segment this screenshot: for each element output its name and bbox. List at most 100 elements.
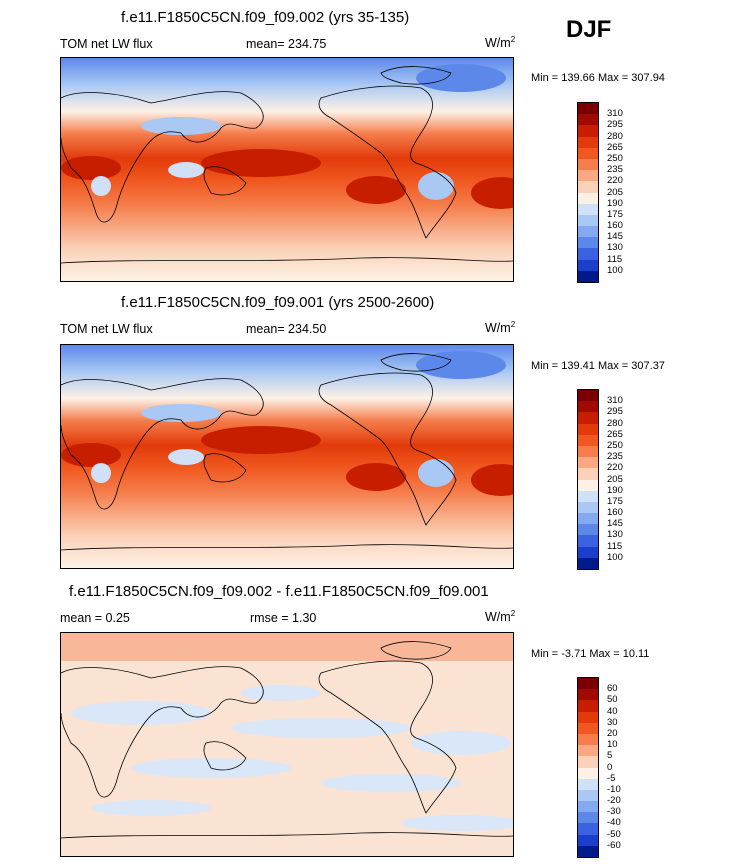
colorbar-tick-label: 60 [607,683,618,695]
colorbar-tick-label: -30 [607,806,621,818]
colorbar-swatch [578,678,598,690]
colorbar-swatch [578,801,598,813]
colorbar-swatch [578,834,598,846]
colorbar-tick-label: 160 [607,220,623,232]
colorbar-swatch [578,248,598,260]
colorbar-swatch [578,203,598,215]
colorbar-tick-label: 130 [607,242,623,254]
colorbar-swatch [578,103,598,115]
colorbar-tick-label: 160 [607,507,623,519]
colorbar-tick-label: 5 [607,750,613,762]
colorbar-tick-label: 50 [607,694,618,706]
colorbar-swatch [578,457,598,469]
colorbar-swatch [578,214,598,227]
panel1-mean-label: mean= 234.75 [246,37,327,51]
colorbar-tick-label: 145 [607,231,623,243]
panel3-colorbar [577,677,599,858]
panel3-mean-label: mean = 0.25 [60,611,130,625]
colorbar-swatch [578,136,598,148]
colorbar-tick-label: -50 [607,828,621,840]
colorbar-tick-label: -60 [607,839,621,851]
colorbar-tick-label: 205 [607,473,623,485]
colorbar-swatch [578,722,598,734]
colorbar-swatch [578,114,598,126]
colorbar-tick-label: 265 [607,428,623,440]
colorbar-swatch [578,812,598,824]
panel3-map [60,632,514,857]
colorbar-swatch [578,423,598,435]
colorbar-tick-label: 265 [607,141,623,153]
colorbar-tick-label: 205 [607,186,623,198]
panel2-mean-label: mean= 234.50 [246,322,327,336]
panel2-colorbar [577,389,599,570]
colorbar-swatch [578,823,598,835]
colorbar-tick-label: 100 [607,264,623,276]
colorbar-tick-label: 175 [607,495,623,507]
colorbar-tick-label: 310 [607,395,623,407]
colorbar-swatch [578,270,598,282]
panel1-map [60,57,514,282]
colorbar-swatch [578,778,598,790]
panel2-title: f.e11.F1850C5CN.f09_f09.001 (yrs 2500-26… [121,294,435,311]
colorbar-swatch [578,412,598,424]
colorbar-swatch [578,767,598,779]
colorbar-tick-label: 250 [607,152,623,164]
colorbar-tick-label: 30 [607,716,618,728]
colorbar-swatch [578,745,598,757]
panel2-variable-label: TOM net LW flux [60,322,153,336]
colorbar-swatch [578,557,598,569]
panel1-variable-label: TOM net LW flux [60,37,153,51]
colorbar-swatch [578,390,598,402]
panel3-title: f.e11.F1850C5CN.f09_f09.002 - f.e11.F185… [69,583,489,600]
colorbar-swatch [578,445,598,458]
colorbar-tick-label: 250 [607,439,623,451]
colorbar-swatch [578,513,598,525]
colorbar-tick-label: 115 [607,540,623,552]
colorbar-tick-label: -5 [607,772,616,784]
colorbar-swatch [578,689,598,701]
colorbar-swatch [578,401,598,413]
panel2-minmax: Min = 139.41 Max = 307.37 [531,360,665,372]
colorbar-tick-label: 190 [607,484,623,496]
colorbar-swatch [578,479,598,491]
colorbar-swatch [578,845,598,857]
colorbar-swatch [578,700,598,712]
colorbar-swatch [578,237,598,249]
panel1-units: W/m2 [485,35,516,51]
colorbar-tick-label: 310 [607,108,623,120]
season-label: DJF [566,16,612,43]
colorbar-swatch [578,125,598,137]
colorbar-tick-label: 220 [607,175,623,187]
panel3-units: W/m2 [485,609,516,625]
colorbar-swatch [578,259,598,271]
panel2-units: W/m2 [485,320,516,336]
colorbar-swatch [578,468,598,480]
panel1-colorbar [577,102,599,283]
colorbar-tick-label: 295 [607,406,623,418]
colorbar-tick-label: 280 [607,417,623,429]
colorbar-tick-label: 20 [607,727,618,739]
panel1-minmax: Min = 139.66 Max = 307.94 [531,72,665,84]
colorbar-tick-label: 280 [607,130,623,142]
colorbar-tick-label: 10 [607,739,618,751]
colorbar-swatch [578,192,598,204]
colorbar-swatch [578,434,598,446]
colorbar-swatch [578,711,598,723]
colorbar-swatch [578,181,598,193]
colorbar-tick-label: 40 [607,705,618,717]
colorbar-swatch [578,524,598,536]
colorbar-tick-label: 130 [607,529,623,541]
colorbar-swatch [578,535,598,547]
colorbar-swatch [578,147,598,159]
colorbar-swatch [578,733,598,746]
colorbar-tick-label: 295 [607,119,623,131]
panel2-map [60,344,514,569]
colorbar-swatch [578,490,598,502]
colorbar-swatch [578,226,598,238]
colorbar-tick-label: 175 [607,208,623,220]
colorbar-tick-label: 220 [607,462,623,474]
colorbar-swatch [578,170,598,182]
colorbar-tick-label: -40 [607,817,621,829]
colorbar-tick-label: -10 [607,783,621,795]
colorbar-tick-label: 145 [607,518,623,530]
